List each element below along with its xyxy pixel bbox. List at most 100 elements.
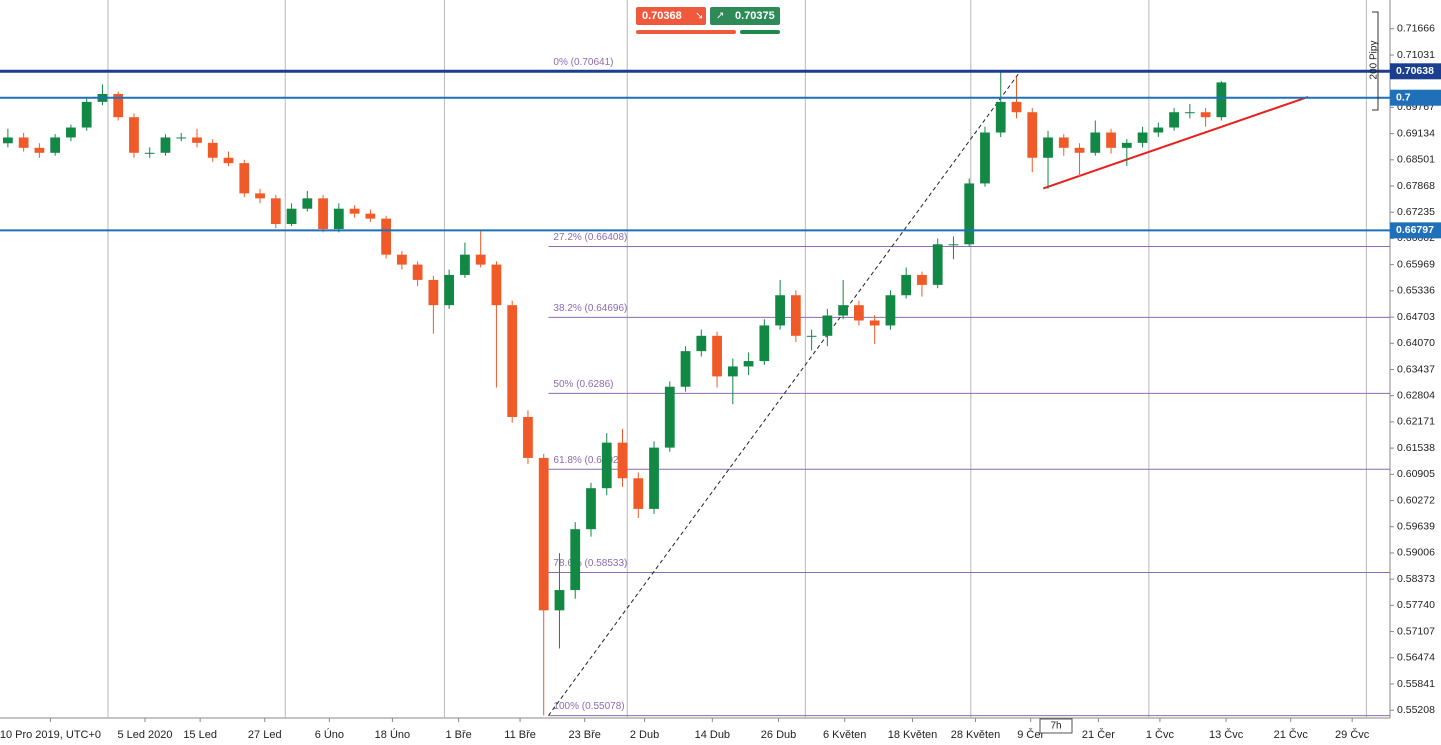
price-box-label: 0.66797 xyxy=(1396,224,1434,236)
y-tick-label: 0.58373 xyxy=(1397,573,1435,585)
fib-label: 50% (0.6286) xyxy=(553,379,613,390)
buy-price: 0.70375 xyxy=(735,10,775,22)
trendline xyxy=(548,70,1021,716)
y-tick-label: 0.59006 xyxy=(1397,547,1435,559)
candle-body xyxy=(554,590,565,611)
candle-body xyxy=(1011,101,1022,113)
y-tick-label: 0.71031 xyxy=(1397,49,1435,61)
candle-body xyxy=(491,264,502,306)
x-tick-label: 27 Led xyxy=(248,729,282,741)
fib-label: 0% (0.70641) xyxy=(553,57,613,68)
x-tick-label: 13 Čvc xyxy=(1209,728,1244,741)
candle-body xyxy=(2,137,13,144)
price-box xyxy=(1390,89,1441,106)
sell-button[interactable] xyxy=(636,7,706,25)
candle-body xyxy=(1137,132,1148,143)
candle-body xyxy=(207,142,218,158)
candle-body xyxy=(475,254,486,265)
x-tick-label: 18 Úno xyxy=(375,728,410,741)
x-tick-label: 6 Květen xyxy=(823,729,866,741)
candle-body xyxy=(995,101,1006,133)
candle-body xyxy=(570,529,581,591)
x-tick-label: 21 Čvc xyxy=(1274,728,1309,741)
pips-label: 200 Pipy xyxy=(1369,41,1380,80)
candle-body xyxy=(790,295,801,336)
candle-body xyxy=(727,366,738,377)
candle-body xyxy=(885,295,896,326)
timeframe-box[interactable] xyxy=(1039,718,1073,734)
x-tick-label: 14 Dub xyxy=(695,729,730,741)
candle-body xyxy=(538,457,549,611)
candle-body xyxy=(412,264,423,280)
candle-body xyxy=(428,279,439,306)
y-tick-label: 0.68501 xyxy=(1397,154,1435,166)
y-tick-label: 0.69134 xyxy=(1397,127,1435,139)
x-tick-label: 11 Bře xyxy=(504,729,536,741)
price-box xyxy=(1390,63,1441,80)
y-tick-label: 0.57740 xyxy=(1397,599,1435,611)
candle-body xyxy=(854,305,864,321)
candle-body xyxy=(192,137,202,143)
candle-body xyxy=(617,442,628,479)
candle-body xyxy=(743,361,754,367)
x-tick-label: 18 Květen xyxy=(888,729,938,741)
candle-body xyxy=(381,218,391,255)
candle-body xyxy=(176,137,187,139)
buy-button[interactable] xyxy=(710,7,780,25)
candle-body xyxy=(649,447,659,509)
y-tick-label: 0.71666 xyxy=(1397,23,1435,35)
candle-body xyxy=(759,325,770,362)
y-tick-label: 0.67235 xyxy=(1397,206,1435,218)
candle-body xyxy=(964,183,975,245)
candle-body xyxy=(664,386,675,448)
x-tick-label: 15 Led xyxy=(183,729,217,741)
y-tick-label: 0.62804 xyxy=(1397,389,1435,401)
candle-body xyxy=(1200,112,1211,118)
candle-body xyxy=(113,93,124,118)
y-tick-label: 0.61538 xyxy=(1397,442,1435,454)
candle-body xyxy=(1058,137,1069,148)
y-tick-label: 0.57107 xyxy=(1397,625,1435,637)
fib-label: 78.6% (0.58533) xyxy=(553,558,627,569)
candle-body xyxy=(396,254,407,265)
x-tick-label: 1 Bře xyxy=(445,729,471,741)
y-tick-label: 0.63437 xyxy=(1397,363,1435,375)
candle-body xyxy=(144,152,155,154)
y-tick-label: 0.67868 xyxy=(1397,180,1435,192)
y-tick-label: 0.60905 xyxy=(1397,468,1435,480)
candle-body xyxy=(507,305,518,417)
sell-price: 0.70368 xyxy=(642,10,682,22)
candle-body xyxy=(1184,112,1195,114)
sell-icon: ↘ xyxy=(695,11,703,22)
x-tick-label: 1 Čvc xyxy=(1146,728,1175,741)
candle-body xyxy=(223,157,234,164)
sell-bar xyxy=(636,30,736,34)
candle-body xyxy=(523,416,533,458)
candle-body xyxy=(270,198,281,225)
candle-body xyxy=(917,274,927,285)
x-tick-label: 23 Bře xyxy=(568,729,600,741)
y-tick-label: 0.56474 xyxy=(1397,652,1435,664)
candle-body xyxy=(66,127,76,138)
buy-bar xyxy=(740,30,780,34)
y-tick-label: 0.60272 xyxy=(1397,494,1435,506)
y-tick-label: 0.64703 xyxy=(1397,311,1435,323)
fib-label: 38.2% (0.64696) xyxy=(553,303,627,314)
candle-body xyxy=(901,274,912,296)
candle-body xyxy=(239,163,250,194)
candle-body xyxy=(1090,132,1101,153)
candle-body xyxy=(365,213,376,219)
candle-body xyxy=(1169,112,1179,128)
candle-body xyxy=(81,101,92,128)
price-box-label: 0.7 xyxy=(1396,92,1411,104)
x-tick-label: 2 Dub xyxy=(630,729,659,741)
candle-body xyxy=(1216,82,1227,118)
x-tick-label: 29 Čvc xyxy=(1335,728,1370,741)
x-tick-label: 26 Dub xyxy=(761,729,796,741)
candle-body xyxy=(932,244,943,285)
price-box xyxy=(1390,222,1441,239)
candle-body xyxy=(586,488,596,530)
candle-body xyxy=(1121,142,1132,148)
